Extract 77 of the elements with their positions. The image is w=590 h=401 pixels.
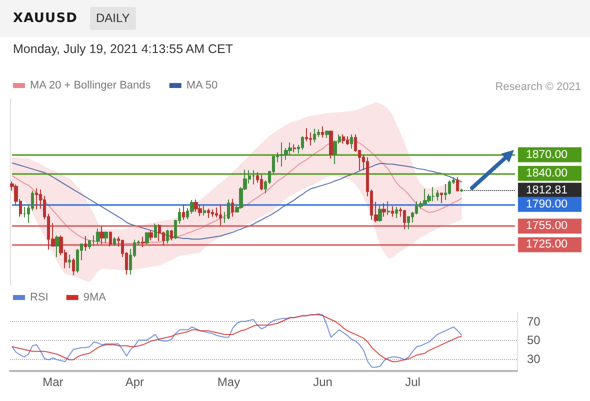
candlestick: [68, 254, 71, 269]
text: DAILY: [90, 7, 136, 30]
candlestick: [207, 208, 210, 219]
candlestick: [346, 136, 349, 146]
candlestick: [456, 176, 459, 192]
candlestick: [444, 183, 447, 201]
x-tick-label: May: [217, 375, 240, 389]
candlestick: [350, 134, 353, 150]
x-tick-label: Jun: [313, 375, 332, 389]
candlestick: [72, 258, 75, 276]
candlestick: [378, 204, 382, 222]
ref-line-label: 1870.00: [526, 148, 568, 161]
legend-label: RSI: [30, 292, 48, 304]
candlestick: [387, 200, 390, 216]
candlestick: [280, 142, 284, 168]
candlestick: [436, 190, 439, 202]
candlestick: [182, 204, 185, 220]
candlestick: [194, 198, 198, 212]
candlestick: [325, 130, 329, 139]
candlestick: [219, 204, 222, 226]
candlestick: [113, 236, 116, 246]
candlestick: [403, 209, 406, 230]
candlestick: [35, 188, 38, 210]
candlestick: [391, 206, 394, 218]
ref-line-label: 1790.00: [526, 198, 568, 210]
candlestick: [55, 234, 59, 258]
candlestick: [321, 126, 324, 138]
candlestick: [407, 216, 410, 230]
candlestick: [395, 206, 398, 219]
candlestick: [145, 232, 149, 245]
ref-line-label: 1840.00: [526, 167, 568, 180]
candlestick: [211, 208, 214, 218]
candlestick: [231, 198, 234, 218]
text: Research © 2021: [495, 80, 581, 94]
candlestick: [342, 134, 345, 144]
candlestick: [440, 192, 443, 204]
candlestick: [149, 230, 153, 241]
candlestick: [198, 204, 202, 217]
candlestick: [109, 231, 112, 248]
ref-line-label: 1725.00: [526, 238, 568, 251]
candlestick: [423, 188, 427, 205]
candlestick: [293, 144, 296, 153]
candlestick: [154, 223, 157, 238]
candlestick: [88, 239, 91, 250]
candlestick: [382, 202, 386, 218]
y-tick-label: 30: [527, 352, 541, 366]
candlestick: [329, 130, 333, 160]
x-tick-label: Mar: [42, 375, 64, 389]
candlestick: [309, 132, 312, 146]
chart-subtitle: Monday, July 19, 2021 4:13:55 AM CET: [13, 41, 234, 57]
x-tick-label: Apr: [125, 375, 144, 389]
candlestick: [227, 198, 230, 220]
candlestick: [252, 170, 255, 186]
candlestick: [313, 128, 316, 143]
candlestick: [460, 188, 463, 192]
candlestick: [158, 224, 161, 242]
candlestick: [96, 228, 100, 246]
ref-line-label: 1755.00: [526, 220, 568, 232]
legend-label: MA 50: [186, 80, 218, 92]
candlestick: [288, 142, 292, 156]
candlestick: [260, 174, 263, 191]
candlestick: [100, 226, 104, 245]
ref-line-label: 1812.81: [526, 184, 568, 196]
candlestick: [166, 229, 169, 244]
legend-label: 9MA: [83, 292, 107, 304]
candlestick: [305, 128, 308, 142]
x-tick-label: Jul: [405, 375, 420, 389]
y-tick-label: 50: [527, 333, 541, 348]
candlestick: [301, 136, 304, 150]
candlestick: [141, 236, 145, 248]
y-tick-label: 70: [527, 314, 541, 328]
chart-title: XAUUSD: [13, 11, 78, 27]
candlestick: [170, 229, 173, 241]
legend-label: MA 20 + Bollinger Bands: [30, 80, 152, 92]
candlestick: [104, 231, 108, 244]
candlestick: [84, 236, 87, 252]
candlestick: [203, 204, 206, 216]
